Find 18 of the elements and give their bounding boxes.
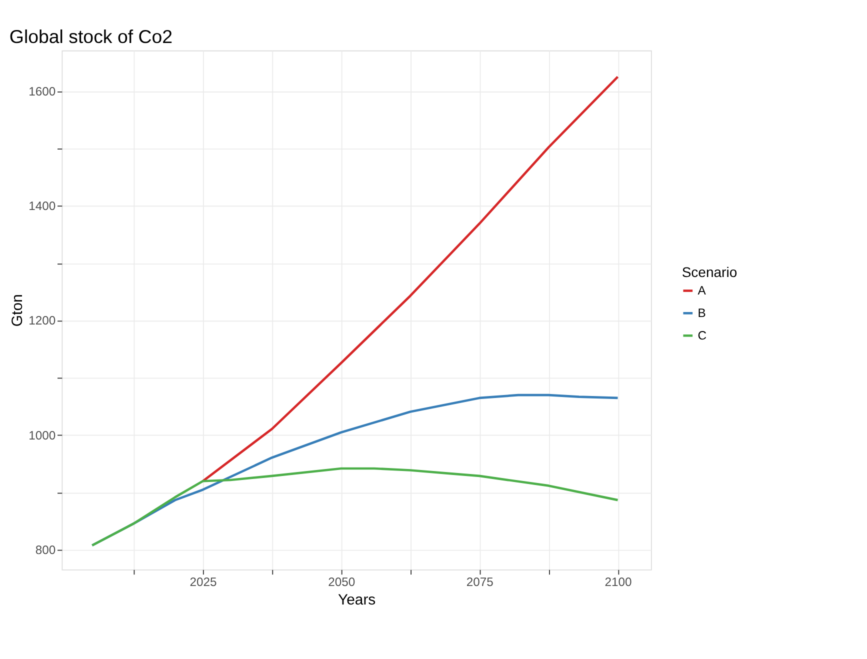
legend-label: B	[698, 306, 706, 320]
legend-label: C	[698, 328, 707, 342]
x-tick-label: 2075	[466, 574, 494, 589]
x-tick-label: 2100	[604, 574, 632, 589]
y-tick-label: 1200	[28, 314, 56, 328]
chart-title: Global stock of Co2	[9, 26, 173, 47]
y-tick-label: 800	[35, 543, 56, 558]
x-tick-label: 2025	[190, 574, 218, 589]
y-tick-label: 1600	[28, 84, 56, 98]
y-tick-label: 1000	[28, 428, 56, 442]
y-tick-label: 1400	[28, 199, 56, 214]
legend-title: Scenario	[682, 264, 738, 280]
y-axis-title: Gton	[9, 294, 26, 327]
line-series	[202, 76, 619, 482]
legend-label: A	[698, 283, 707, 298]
line-series	[90, 467, 619, 547]
x-tick-label: 2050	[328, 574, 356, 589]
x-axis-title: Years	[338, 592, 376, 609]
